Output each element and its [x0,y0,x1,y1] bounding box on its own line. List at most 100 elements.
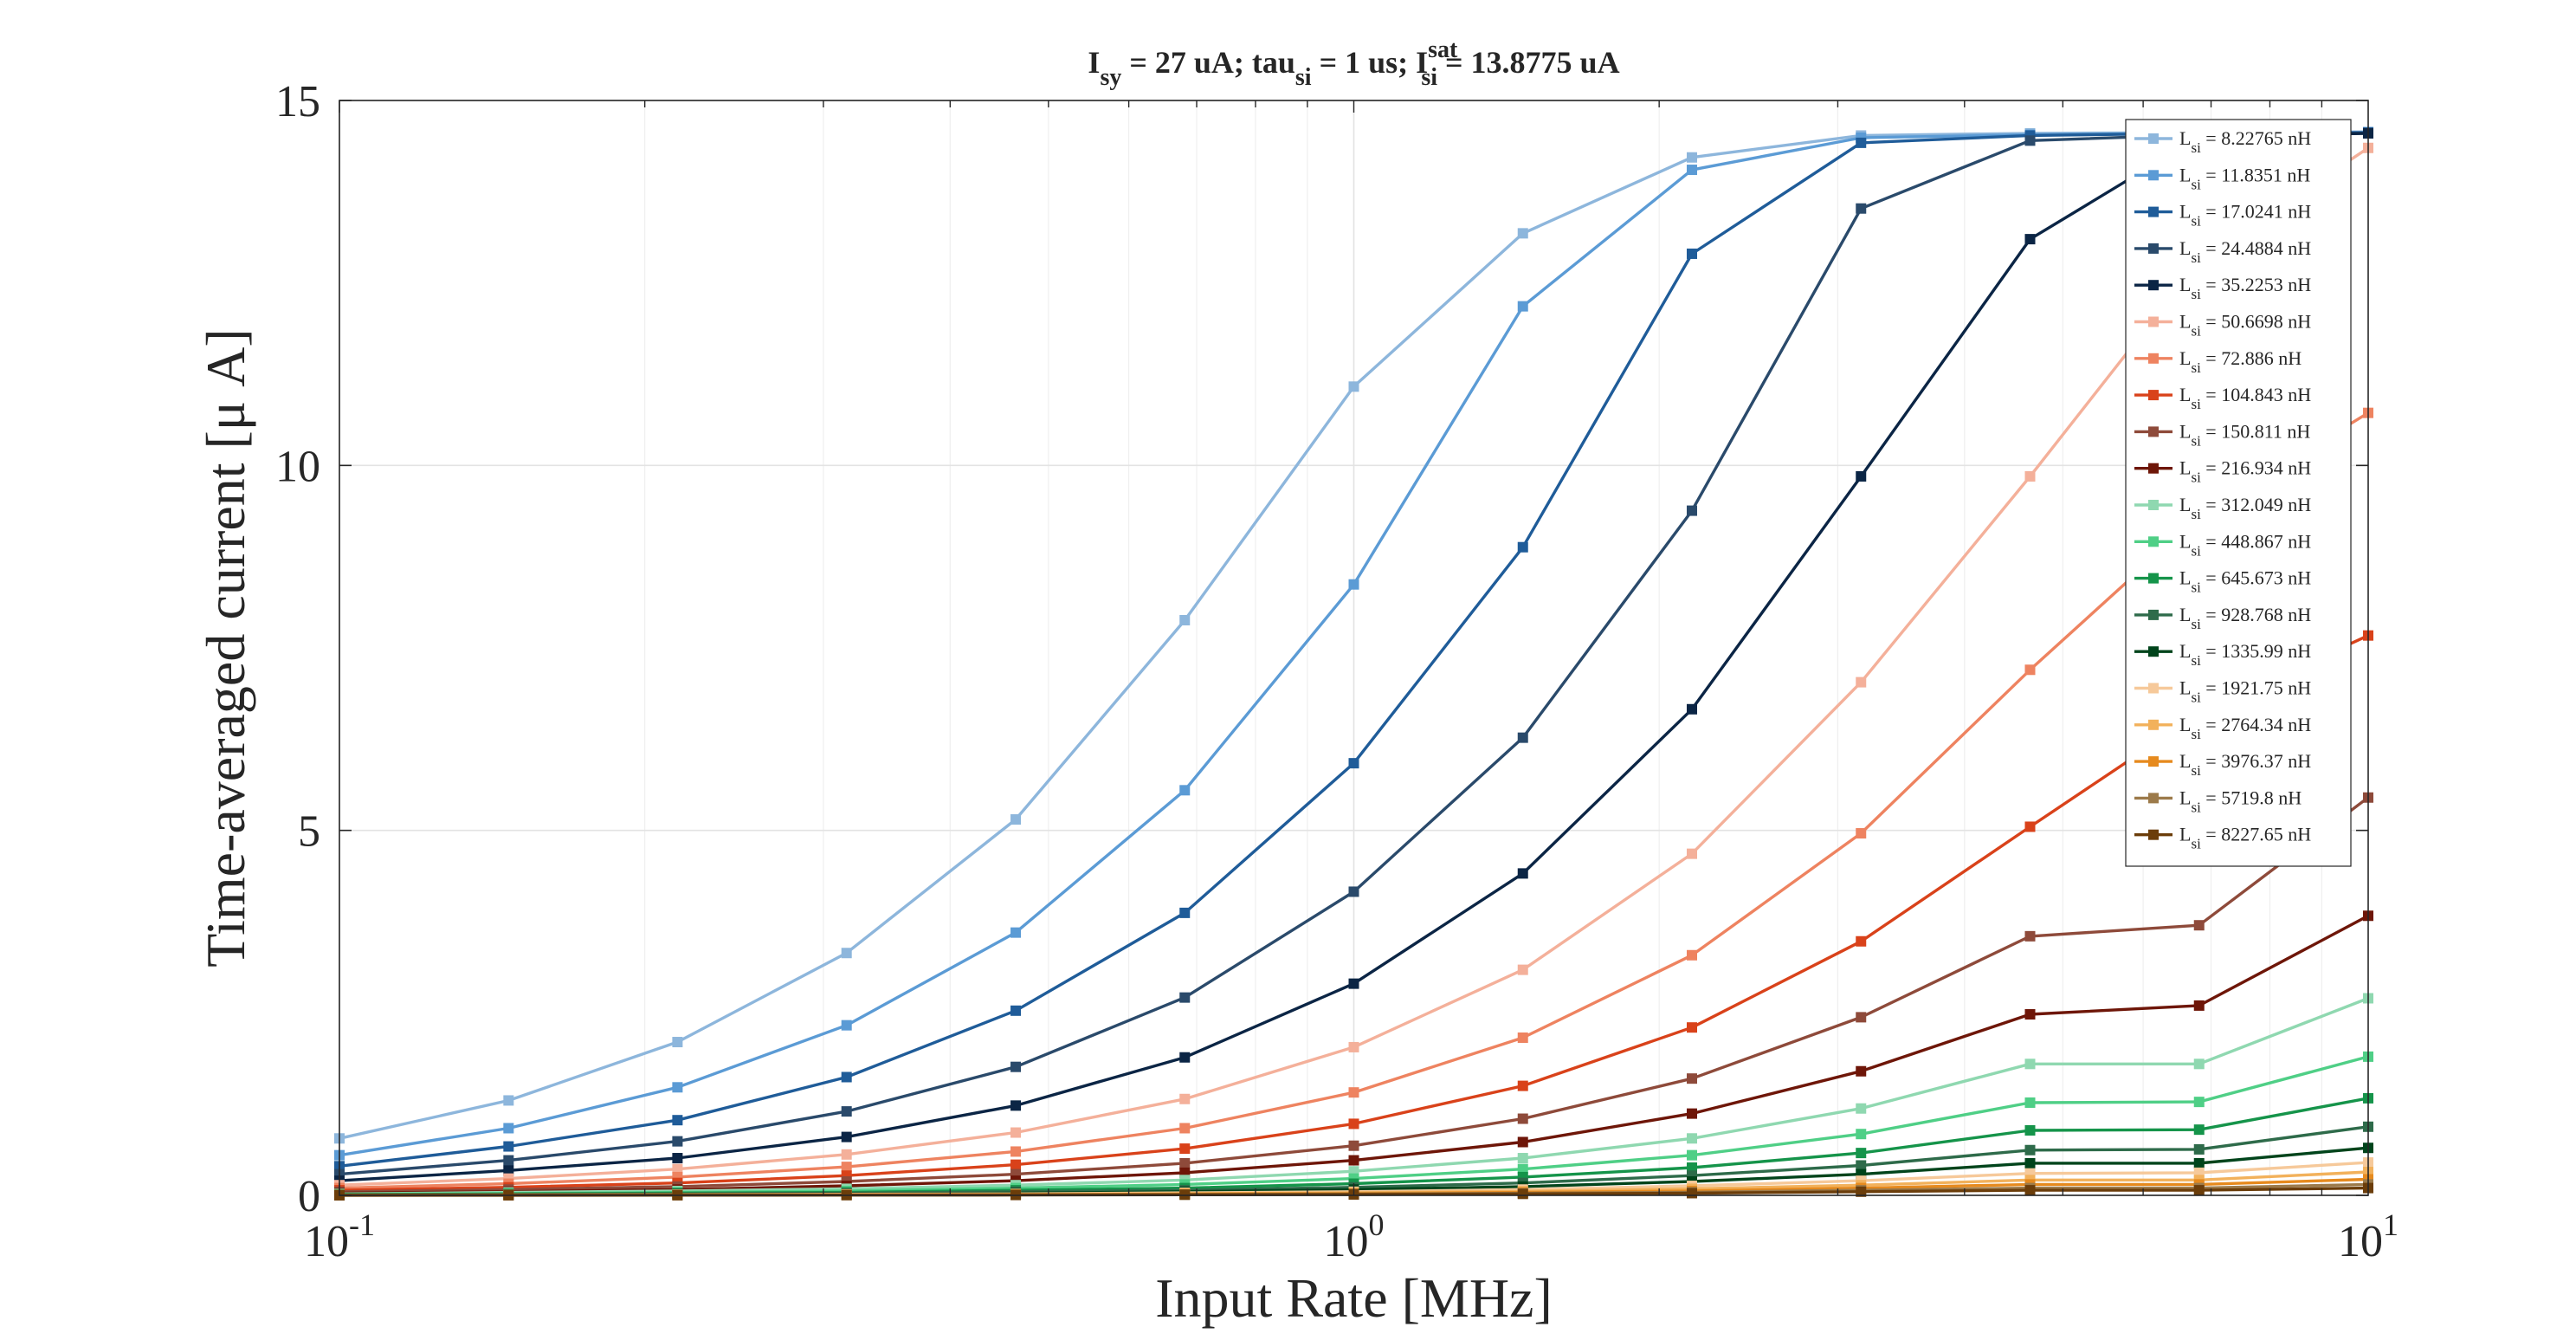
series-5 [334,127,2373,1187]
data-point [2193,1143,2205,1155]
data-point [1686,248,1697,259]
data-point [1686,1108,1697,1119]
legend-label: Lsi = 1335.99 nH [2179,640,2311,669]
data-point [1179,1123,1191,1134]
legend-entry: Lsi = 3976.37 nH [2134,750,2311,779]
data-point [1686,1133,1697,1144]
data-point [503,1155,514,1166]
data-point [2193,1058,2205,1070]
legend-label: Lsi = 72.886 nH [2179,347,2302,376]
data-point [672,1082,683,1093]
data-point [1010,1127,1022,1138]
legend-label: Lsi = 24.4884 nH [2179,237,2311,266]
legend-label: Lsi = 645.673 nH [2179,567,2311,596]
data-point [2024,470,2036,482]
data-point [1348,758,1359,769]
legend-entry: Lsi = 1335.99 nH [2134,640,2311,669]
y-tick-label: 15 [275,77,320,126]
data-point [1179,785,1191,796]
data-point [1856,1103,1867,1114]
data-point [1348,1118,1359,1130]
legend-entry: Lsi = 104.843 nH [2134,384,2311,412]
data-point [1348,1140,1359,1151]
data-point [672,1163,683,1175]
data-point [1856,1160,1867,1171]
data-point [2024,821,2036,832]
legend-swatch-marker [2148,133,2159,144]
data-point [1517,1153,1528,1164]
legend: Lsi = 8.22765 nH Lsi = 11.8351 nH Lsi = 17… [2125,119,2352,867]
legend-label: Lsi = 35.2253 nH [2179,274,2311,302]
data-point [503,1141,514,1152]
data-point [841,1162,852,1173]
data-point [841,1020,852,1031]
data-point [2193,1124,2205,1136]
data-point [1686,1162,1697,1173]
legend-label: Lsi = 1921.75 nH [2179,677,2311,706]
data-point [1348,1041,1359,1052]
data-point [1517,732,1528,743]
data-point [1010,1005,1022,1016]
data-point [1517,1163,1528,1175]
data-point [841,1149,852,1160]
data-point [1856,935,1867,947]
legend-entry: Lsi = 35.2253 nH [2134,274,2311,302]
data-point [1686,1149,1697,1161]
data-point [1010,814,1022,825]
legend-swatch-marker [2148,500,2159,510]
data-point [1348,381,1359,392]
data-point [503,1095,514,1106]
data-point [1686,165,1697,176]
data-point [1517,301,1528,312]
data-point [2024,1157,2036,1168]
y-tick-label: 10 [275,442,320,491]
legend-label: Lsi = 8.22765 nH [2179,127,2311,156]
data-point [2024,1185,2036,1196]
data-point [841,948,852,959]
data-point [1856,1186,1867,1197]
data-point [1179,992,1191,1003]
data-point [1348,579,1359,590]
legend-entry: Lsi = 5719.8 nH [2134,787,2302,815]
data-point [2024,1144,2036,1156]
legend-entry: Lsi = 312.049 nH [2134,494,2311,522]
data-point [1348,1155,1359,1166]
data-point [1517,1188,1528,1200]
data-point [1517,868,1528,879]
legend-swatch-marker [2148,609,2159,620]
data-point [1517,228,1528,239]
data-point [1010,1100,1022,1111]
legend-entry: Lsi = 2764.34 nH [2134,714,2311,742]
legend-label: Lsi = 150.811 nH [2179,420,2310,449]
legend-swatch-marker [2148,280,2159,291]
data-point [672,1136,683,1147]
legend-entry: Lsi = 928.768 nH [2134,604,2311,632]
legend-label: Lsi = 50.6698 nH [2179,311,2311,340]
legend-label: Lsi = 928.768 nH [2179,604,2311,632]
data-point [2024,1097,2036,1108]
data-point [1010,1146,1022,1157]
x-tick-label: 101 [2338,1207,2398,1266]
legend-swatch-marker [2148,756,2159,767]
data-point [1010,1061,1022,1072]
data-point [1856,470,1867,482]
data-point [2193,1157,2205,1168]
legend-swatch-marker [2148,573,2159,584]
data-point [1010,927,1022,938]
data-point [1179,1093,1191,1104]
data-point [1517,1113,1528,1124]
data-point [2024,1125,2036,1136]
legend-swatch-marker [2148,170,2159,181]
data-point [1856,137,1867,148]
data-point [672,1115,683,1126]
data-point [1517,1080,1528,1091]
data-point [1179,1052,1191,1063]
data-point [1179,614,1191,625]
data-point [2024,234,2036,245]
data-point [1517,1136,1528,1148]
legend-swatch-marker [2148,829,2159,840]
data-point [1686,505,1697,516]
data-point [2024,930,2036,942]
data-point [1686,152,1697,163]
